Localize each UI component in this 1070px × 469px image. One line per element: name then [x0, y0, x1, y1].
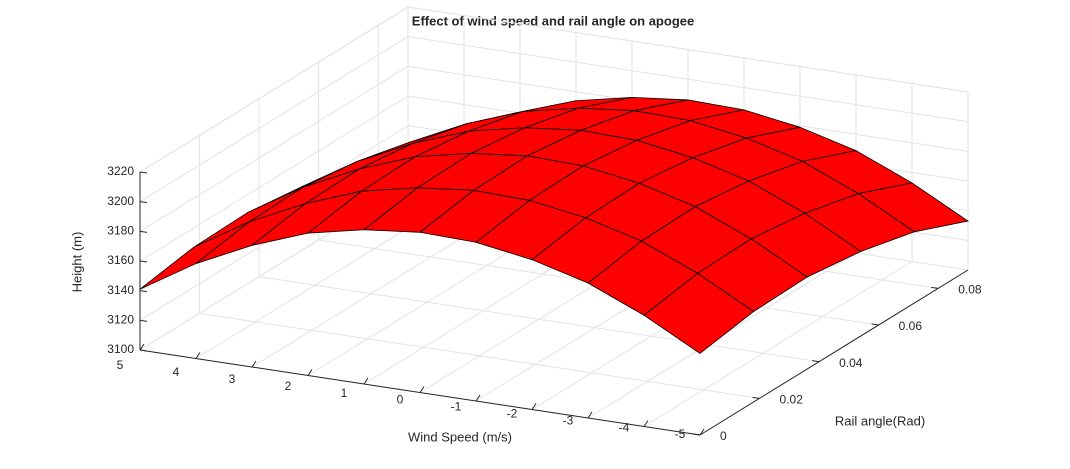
x-tick-label: 2	[285, 379, 292, 393]
x-tick	[307, 369, 313, 376]
z-tick	[139, 230, 148, 233]
x-tick	[699, 428, 705, 436]
z-tick-label: 3220	[107, 164, 134, 178]
z-tick-label: 3180	[107, 224, 134, 238]
z-tick-label: 3120	[107, 313, 134, 327]
z-tick-label: 3160	[107, 253, 134, 267]
box-edge	[139, 6, 409, 173]
x-tick-label: -4	[619, 420, 630, 434]
grid-line	[139, 65, 409, 232]
box-edge	[407, 6, 969, 93]
y-tick-label: 0.08	[958, 283, 982, 297]
grid-line	[139, 95, 409, 262]
x-tick	[251, 360, 257, 368]
z-tick	[139, 349, 148, 352]
y-axis	[699, 269, 969, 436]
x-tick-label: -5	[675, 427, 686, 441]
x-tick-label: -1	[451, 400, 462, 414]
x-tick	[195, 352, 201, 359]
x-tick	[475, 394, 481, 402]
y-tick-label: 0.04	[839, 356, 863, 370]
y-tick	[931, 286, 939, 289]
x-tick-label: -3	[563, 413, 574, 427]
z-axis-label: Height (m)	[69, 232, 84, 293]
x-tick-label: 0	[397, 393, 404, 407]
y-tick-label: 0.06	[899, 319, 923, 333]
x-tick-label: 3	[229, 372, 236, 386]
y-tick-label: 0.02	[780, 393, 804, 407]
grid-line	[259, 276, 820, 363]
x-tick-label: 1	[341, 386, 348, 400]
y-tick-label: 0	[720, 429, 727, 443]
chart-title: Effect of wind speed and rail angle on a…	[412, 13, 694, 28]
x-tick	[643, 420, 649, 427]
z-tick	[139, 171, 148, 174]
x-tick	[363, 377, 369, 385]
z-tick-label: 3200	[107, 194, 134, 208]
y-tick	[812, 360, 820, 363]
y-tick	[752, 396, 760, 399]
x-axis-label: Wind Speed (m/s)	[408, 429, 512, 444]
surface-patch	[643, 272, 755, 354]
z-tick-label: 3140	[107, 283, 134, 297]
z-tick-label: 3100	[107, 342, 134, 356]
grid-line	[199, 312, 760, 399]
z-tick	[139, 319, 148, 322]
y-tick	[692, 433, 701, 436]
grid-line	[139, 36, 409, 203]
x-tick-label: 5	[117, 358, 124, 372]
x-tick-label: 4	[173, 365, 180, 379]
x-tick	[419, 386, 425, 393]
grid-line	[407, 36, 969, 123]
x-tick	[139, 343, 145, 351]
z-tick	[139, 201, 148, 204]
z-tick	[139, 290, 148, 293]
x-tick-label: -2	[507, 406, 518, 420]
y-tick	[871, 323, 879, 326]
z-tick	[139, 260, 148, 263]
y-axis-label: Rail angle(Rad)	[835, 413, 925, 428]
x-tick	[531, 403, 537, 410]
grid-line	[643, 261, 913, 427]
x-tick	[587, 411, 593, 419]
